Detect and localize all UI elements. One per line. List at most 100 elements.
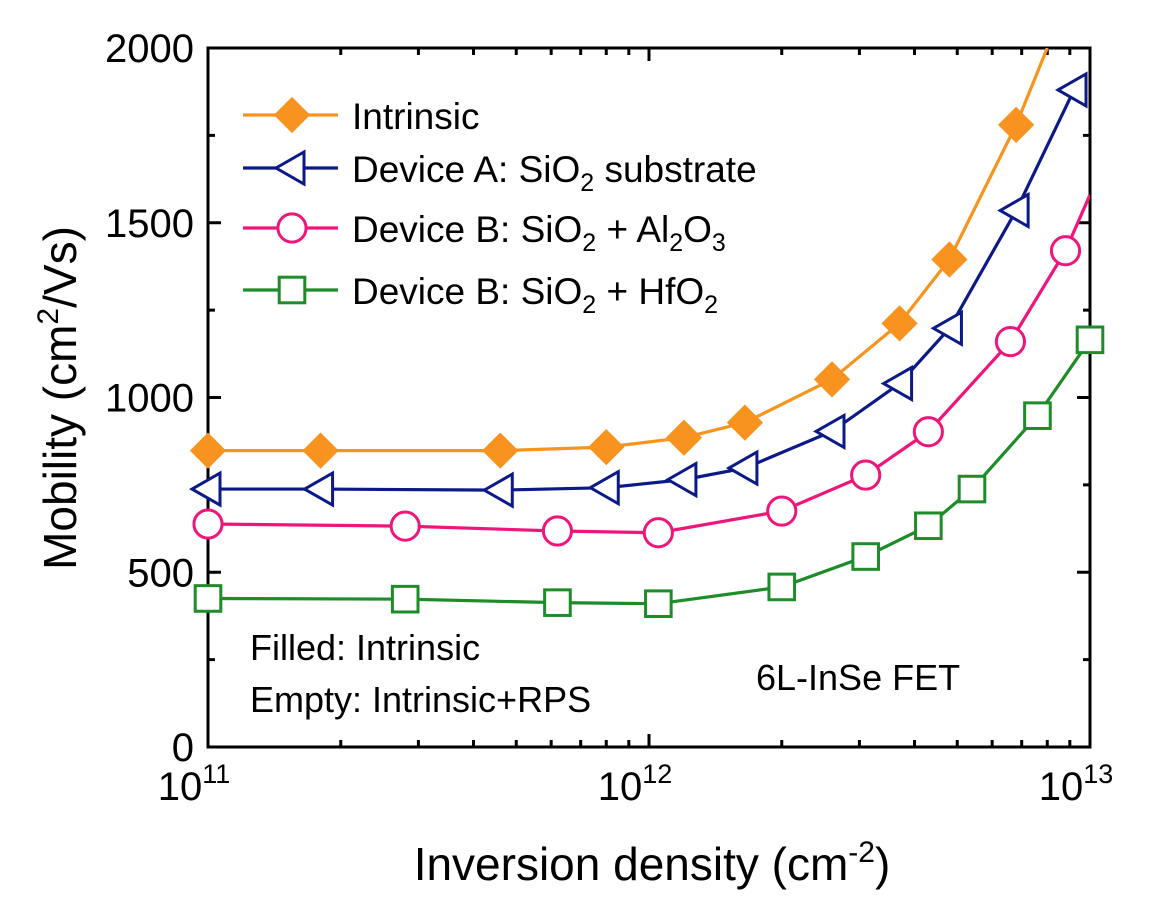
x-tick-base: 10 [1039,765,1084,809]
legend-text: Device B: SiO [352,209,582,250]
x-tick-base: 10 [158,765,203,809]
data-point-triangle [301,470,335,508]
y-axis-label: Mobility (cm2/Vs) [32,226,86,570]
data-point-square [543,588,572,617]
data-point-circle [192,508,224,540]
legend-text: substrate [594,149,756,190]
data-point-diamond [998,106,1035,144]
data-point-circle [1049,235,1082,267]
data-point-diamond [813,361,851,398]
y-tick-label: 500 [127,551,194,595]
data-point-square [277,275,307,305]
x-tick-label: 1011 [158,759,231,809]
data-point-square [1023,401,1052,430]
data-point-circle [276,212,308,244]
legend-entry: Device B: SiO2 + HfO2 [243,271,718,319]
y-axis-ticks: 0 500 1000 1500 2000 [105,27,1090,770]
series-1 [188,71,1088,509]
data-point-circle [642,517,674,549]
data-point-triangle [587,469,620,507]
data-point-triangle [812,412,846,450]
annotations: Filled: Intrinsic Empty: Intrinsic+RPS 6L-… [250,627,960,720]
legend-label: Device A: SiO2 substrate [352,149,757,197]
data-point-diamond [881,305,918,342]
series-layer [188,48,1105,619]
data-point-triangle [664,461,698,499]
y-tick-label: 0 [172,726,194,770]
data-point-circle [912,416,944,448]
data-point-square [957,474,987,504]
legend-label: Device B: SiO2 + HfO2 [352,271,718,319]
y-tick-label: 2000 [105,27,194,71]
axis-labels: Inversion density (cm-2)Mobility (cm2/Vs… [32,226,890,890]
legend-text: Intrinsic [352,96,479,137]
legend-label: Intrinsic [352,96,479,137]
legend-entry: Device B: SiO2 + Al2O3 [243,209,726,257]
legend-text: O [683,209,712,250]
legend-entry: Device A: SiO2 substrate [243,149,757,197]
x-axis-ticks: 1011 1012 1013 [158,48,1114,809]
y-tick-label: 1500 [105,202,194,246]
data-point-triangle [997,191,1030,230]
x-tick-label: 1012 [598,759,673,809]
data-point-diamond [665,419,703,456]
data-point-triangle [272,149,306,187]
data-point-triangle [188,470,222,508]
data-point-triangle [930,309,963,347]
y-axis-label-superscript: 2 [32,308,65,325]
x-axis-label: Inversion density (cm-2) [414,836,891,890]
data-point-triangle [1055,71,1088,109]
data-point-circle [389,510,421,542]
data-point-diamond [931,241,968,278]
legend-subscript: 2 [582,291,596,319]
data-point-square [1075,325,1105,355]
y-axis-label-main: Mobility (cm [34,325,86,570]
y-tick-label: 1000 [105,377,194,421]
series-line [208,194,1090,535]
legend-text: + HfO [596,271,704,312]
annotation-empty: Empty: Intrinsic+RPS [250,679,591,720]
data-point-diamond [726,404,764,441]
data-point-diamond [189,432,227,469]
annotation-filled: Filled: Intrinsic [250,627,480,668]
data-point-circle [541,515,574,547]
legend-entry: Intrinsic [243,96,479,137]
x-axis-label-superscript: -2 [848,836,875,869]
x-tick-label: 1013 [1039,759,1114,809]
data-point-square [390,584,420,614]
data-point-triangle [880,364,914,403]
legend-subscript: 2 [582,229,596,257]
legend-subscript: 3 [712,229,726,257]
data-point-diamond [302,432,339,469]
series-line [208,338,1090,606]
y-axis-label-tail: /Vs) [34,226,86,308]
data-point-triangle [725,449,759,487]
legend-label: Device B: SiO2 + Al2O3 [352,209,726,257]
annotation-device: 6L-InSe FET [756,657,960,698]
legend-text: Device B: SiO [352,271,582,312]
series-3 [193,325,1105,619]
data-point-diamond [588,429,625,466]
x-axis-label-tail: ) [875,838,890,890]
x-axis-label-main: Inversion density (cm [414,838,849,890]
x-tick-exponent: 13 [1083,759,1113,789]
data-point-square [767,572,797,602]
legend-text: Device A: SiO [352,149,580,190]
series-0 [189,48,1049,469]
data-point-square [193,584,223,613]
data-point-square [914,511,943,541]
data-point-diamond [273,96,311,134]
data-point-circle [850,459,882,491]
data-point-circle [994,326,1026,358]
x-tick-exponent: 12 [642,759,672,789]
x-tick-exponent: 11 [202,759,230,789]
legend-subscript: 2 [580,169,594,197]
x-tick-base: 10 [598,765,643,809]
series-2 [192,194,1090,549]
legend-subscript: 2 [669,229,683,257]
data-point-square [644,589,673,619]
data-point-circle [766,495,798,527]
legend-subscript: 2 [704,291,718,319]
